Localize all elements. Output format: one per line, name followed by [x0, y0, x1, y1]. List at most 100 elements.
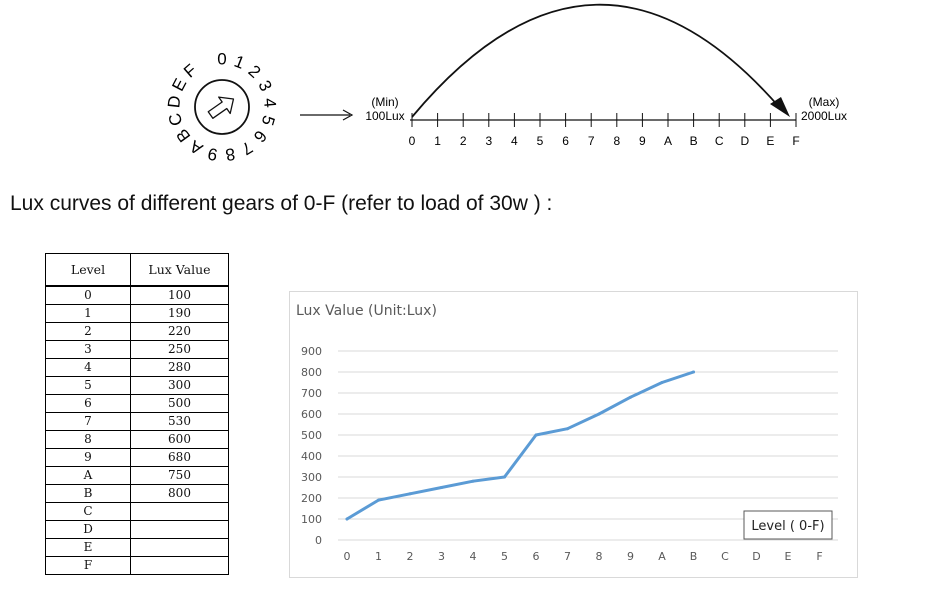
- chart-panel: Lux Value (Unit:Lux) 0 100 200 300 400 500 600…: [289, 291, 858, 578]
- x-tick-label: A: [658, 550, 666, 563]
- x-tick-label: 8: [596, 550, 603, 563]
- y-axis-ticks: 0 100 200 300 400 500 600 700 800 900: [301, 345, 322, 547]
- scale-tick-label: A: [664, 134, 672, 148]
- x-tick-label: D: [752, 550, 760, 563]
- scale-tick-label: E: [766, 134, 774, 148]
- lux-value-cell: 220: [130, 322, 229, 341]
- dial-label: 0: [217, 50, 226, 69]
- y-tick-label: 200: [301, 492, 322, 505]
- lux-value-cell: 530: [130, 412, 229, 431]
- lux-value-cell: 190: [130, 304, 229, 323]
- x-tick-label: 9: [627, 550, 634, 563]
- data-point: [660, 381, 664, 384]
- data-point: [503, 475, 506, 479]
- dial-label: 7: [238, 137, 256, 158]
- dial-label: 3: [254, 77, 275, 94]
- table-row: 5 300: [45, 376, 229, 395]
- lux-value-cell: [130, 502, 229, 521]
- scale-tick-label: 9: [639, 134, 646, 148]
- dial-label: E: [168, 75, 190, 94]
- data-point: [345, 517, 349, 521]
- table-row: 8 600: [45, 430, 229, 449]
- lux-table: Level Lux Value 0 100 1 190 2 220 3 250 4 280 5 300…: [45, 253, 229, 575]
- column-header-level: Level: [45, 253, 131, 287]
- scale-max-value: 2000Lux: [801, 109, 847, 123]
- lux-value-cell: [130, 520, 229, 539]
- dial-label: 9: [206, 144, 219, 164]
- lux-value-cell: 280: [130, 358, 229, 377]
- scale-tick-label: F: [792, 134, 799, 148]
- scale-tick-label: 2: [460, 134, 467, 148]
- level-cell: 9: [45, 448, 131, 467]
- line-chart: Lux Value (Unit:Lux) 0100200300400500600…: [296, 303, 838, 563]
- y-tick-label: 800: [301, 366, 322, 379]
- y-tick-label: 400: [301, 450, 322, 463]
- level-cell: A: [45, 466, 131, 485]
- scale-tick-label: 3: [485, 134, 492, 148]
- level-cell: D: [45, 520, 131, 539]
- x-tick-label: F: [816, 550, 822, 563]
- level-cell: F: [45, 556, 131, 575]
- y-tick-label: 600: [301, 408, 322, 421]
- x-axis-ticks: 0 1 2 3 4 5 6 7 8 9 A B C D E F: [344, 550, 823, 563]
- dial-label: D: [164, 95, 184, 109]
- lux-value-cell: 500: [130, 394, 229, 413]
- y-tick-label: 300: [301, 471, 322, 484]
- lux-value-cell: 750: [130, 466, 229, 485]
- level-cell: 0: [45, 285, 131, 305]
- data-point: [566, 427, 569, 431]
- x-axis-label: Level ( 0-F): [751, 519, 824, 534]
- dial-label: 2: [245, 61, 265, 81]
- lux-value-cell: [130, 556, 229, 575]
- scale-tick-label: 5: [537, 134, 544, 148]
- level-cell: C: [45, 502, 131, 521]
- data-point: [377, 498, 380, 502]
- scale-tick-label: 6: [562, 134, 569, 148]
- scale-ruler: 0 1 2 3 4 5 6 7 8 9 A B C D E F: [409, 113, 800, 148]
- level-cell: 6: [45, 394, 131, 413]
- x-tick-label: 7: [564, 550, 571, 563]
- scale-tick-label: 0: [409, 134, 416, 148]
- data-point: [692, 370, 695, 374]
- table-row: 7 530: [45, 412, 229, 431]
- y-tick-label: 700: [301, 387, 322, 400]
- lux-value-cell: 100: [130, 285, 229, 305]
- y-tick-label: 500: [301, 429, 322, 442]
- scale-tick-label: 4: [511, 134, 518, 148]
- chart-title: Lux Value (Unit:Lux): [296, 303, 437, 319]
- lux-value-cell: 800: [130, 484, 229, 503]
- table-row: 2 220: [45, 322, 229, 341]
- y-tick-label: 900: [301, 345, 322, 358]
- table-header-row: Level Lux Value: [45, 253, 229, 287]
- table-row: A 750: [45, 466, 229, 485]
- table-row: 9 680: [45, 448, 229, 467]
- scale-tick-label: D: [740, 134, 749, 148]
- dial-label: 6: [250, 127, 271, 146]
- x-tick-label: 1: [375, 550, 382, 563]
- data-point: [471, 479, 475, 483]
- table-row: C: [45, 502, 229, 521]
- x-tick-label: 5: [501, 550, 508, 563]
- lux-value-cell: 600: [130, 430, 229, 449]
- x-tick-label: 2: [407, 550, 414, 563]
- table-row: D: [45, 520, 229, 539]
- dial-label: 1: [232, 52, 248, 73]
- chart-gridlines: [338, 350, 838, 541]
- column-header-lux-value: Lux Value: [130, 253, 229, 287]
- data-point: [629, 395, 632, 399]
- scale-tick-label: 7: [588, 134, 595, 148]
- x-tick-label: C: [721, 550, 729, 563]
- data-point: [408, 492, 412, 496]
- data-point: [597, 412, 601, 416]
- scale-min-label: (Min): [371, 95, 398, 109]
- lux-value-cell: [130, 538, 229, 557]
- x-tick-label: E: [785, 550, 792, 563]
- scale-tick-label: B: [690, 134, 698, 148]
- pointer-arrow-icon: [300, 109, 354, 121]
- level-cell: 7: [45, 412, 131, 431]
- scale-tick-label: 8: [613, 134, 620, 148]
- level-cell: 8: [45, 430, 131, 449]
- x-tick-label: 3: [438, 550, 445, 563]
